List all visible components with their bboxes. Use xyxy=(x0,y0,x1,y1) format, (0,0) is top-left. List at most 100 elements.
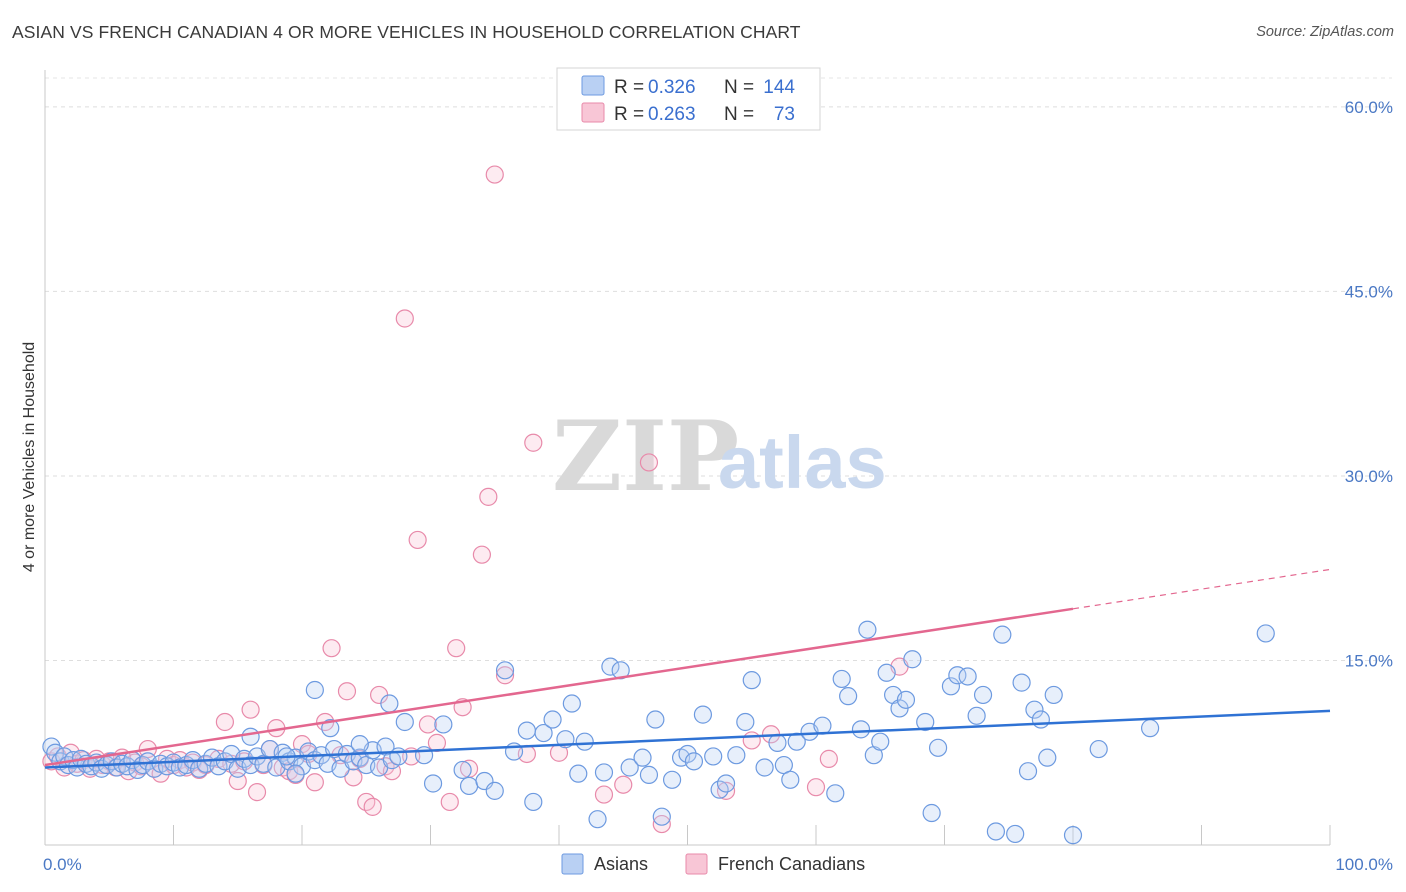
asians-point-1 xyxy=(46,743,65,762)
asians-point-118 xyxy=(871,732,890,751)
legend-n-value-asians: 144 xyxy=(763,77,795,98)
asians-point-64 xyxy=(321,719,340,738)
french-canadians-point-62 xyxy=(479,487,498,506)
legend-r-label: R = xyxy=(614,104,644,125)
asians-point-69 xyxy=(423,774,443,793)
french-canadians-point-68 xyxy=(594,785,614,804)
bottom-legend-label-asians: Asians xyxy=(594,854,648,874)
asians-point-142 xyxy=(1089,739,1108,759)
legend-r-value-asians: 0.326 xyxy=(648,77,696,98)
french-canadians-point-55 xyxy=(418,715,438,734)
asians-point-122 xyxy=(896,690,916,709)
legend-n-label: N = xyxy=(724,104,754,125)
asians-point-105 xyxy=(755,758,774,777)
asians-point-134 xyxy=(1006,824,1025,844)
asians-point-88 xyxy=(611,661,630,680)
asians-point-114 xyxy=(839,687,858,706)
asians-point-60 xyxy=(241,727,260,746)
y-tick-label-2: 45.0% xyxy=(1345,282,1393,301)
asians-trend-line xyxy=(44,709,1331,769)
french-canadians-point-31 xyxy=(247,783,267,802)
french-canadians-point-64 xyxy=(495,666,515,685)
french-canadians-point-52 xyxy=(395,309,414,328)
asians-point-119 xyxy=(877,663,896,682)
asians-point-130 xyxy=(967,706,986,725)
asians-point-115 xyxy=(851,720,871,739)
bottom-legend-label-french-canadians: French Canadians xyxy=(718,854,865,874)
french-canadians-point-28 xyxy=(228,771,247,791)
asians-point-68 xyxy=(414,746,434,765)
legend-r-label: R = xyxy=(614,77,644,98)
french-canadians-point-63 xyxy=(485,165,504,184)
french-canadians-trend-line xyxy=(44,607,1074,767)
legend-swatch-french-canadians xyxy=(581,102,605,123)
asians-point-94 xyxy=(662,770,682,789)
asians-point-133 xyxy=(993,625,1012,644)
asians-point-101 xyxy=(716,774,736,793)
asians-point-136 xyxy=(1018,762,1038,781)
bottom-legend-swatch-asians xyxy=(561,853,584,875)
french-canadians-point-73 xyxy=(742,731,761,750)
asians-point-66 xyxy=(380,694,399,713)
y-tick-label-0: 15.0% xyxy=(1345,651,1393,670)
asians-point-124 xyxy=(916,712,935,732)
trend-lines xyxy=(44,568,1331,769)
french-canadians-point-40 xyxy=(305,773,324,792)
french-canadians-point-61 xyxy=(472,545,491,564)
asians-point-90 xyxy=(633,748,652,767)
french-canadians-point-76 xyxy=(819,749,838,768)
asians-point-80 xyxy=(543,710,562,729)
french-canadians-point-48 xyxy=(363,797,382,816)
asians-point-84 xyxy=(575,732,594,751)
asians-point-111 xyxy=(813,716,832,735)
legend-row-asians: R = 0.326 N = 144 xyxy=(581,75,795,98)
french-canadians-point-72 xyxy=(716,781,736,800)
asians-point-127 xyxy=(941,677,961,696)
french-canadians-point-45 xyxy=(344,768,363,787)
asians-point-141 xyxy=(1063,826,1083,845)
x-tick-label-1: 100.0% xyxy=(1335,855,1393,874)
y-tick-label-1: 30.0% xyxy=(1345,467,1393,486)
asians-point-89 xyxy=(620,758,639,777)
french-canadians-trend-extension xyxy=(1072,568,1331,610)
asians-point-108 xyxy=(781,770,800,789)
french-canadians-point-58 xyxy=(447,639,466,658)
legend-row-french-canadians: R = 0.263 N = 73 xyxy=(581,102,795,125)
source-label: Source: ZipAtlas.com xyxy=(1256,24,1394,40)
asians-point-140 xyxy=(1044,685,1063,705)
asians-point-62 xyxy=(286,764,305,783)
french-canadians-point-42 xyxy=(322,639,341,658)
asians-point-106 xyxy=(768,733,787,752)
watermark: ZIP atlas xyxy=(552,400,887,513)
y-tick-label-3: 60.0% xyxy=(1345,98,1393,117)
gridlines xyxy=(45,77,1392,661)
legend: R = 0.326 N = 144 R = 0.263 N = 73 xyxy=(556,67,821,131)
x-tick-label-0: 0.0% xyxy=(43,855,82,874)
asians-point-132 xyxy=(986,822,1006,841)
y-tick-labels: 15.0% 30.0% 45.0% 60.0% xyxy=(1345,98,1393,671)
french-canadians-point-66 xyxy=(524,433,543,452)
bottom-legend: Asians French Canadians xyxy=(561,853,865,875)
bottom-legend-swatch-french-canadians xyxy=(685,853,708,875)
asians-point-129 xyxy=(958,667,977,686)
asians-point-104 xyxy=(742,671,761,690)
asians-point-99 xyxy=(704,747,723,766)
legend-n-value-french-canadians: 73 xyxy=(774,104,795,125)
asians-point-65 xyxy=(350,735,369,754)
asians-point-139 xyxy=(1038,748,1057,767)
asians-point-71 xyxy=(453,760,472,780)
asians-point-72 xyxy=(459,776,479,796)
asians-point-85 xyxy=(588,810,607,829)
asians-point-79 xyxy=(534,723,553,743)
asians-point-82 xyxy=(562,694,581,713)
y-axis-label: 4 or more Vehicles in Household xyxy=(21,342,38,572)
asians-point-112 xyxy=(826,784,845,803)
asians-point-67 xyxy=(395,712,414,732)
asians-point-116 xyxy=(858,620,877,639)
axes xyxy=(44,70,1331,846)
legend-r-value-french-canadians: 0.263 xyxy=(648,104,696,125)
chart-title: ASIAN VS FRENCH CANADIAN 4 OR MORE VEHIC… xyxy=(12,22,801,42)
asians-point-83 xyxy=(569,764,588,783)
french-canadians-point-30 xyxy=(241,700,260,719)
asians-point-74 xyxy=(485,781,504,800)
